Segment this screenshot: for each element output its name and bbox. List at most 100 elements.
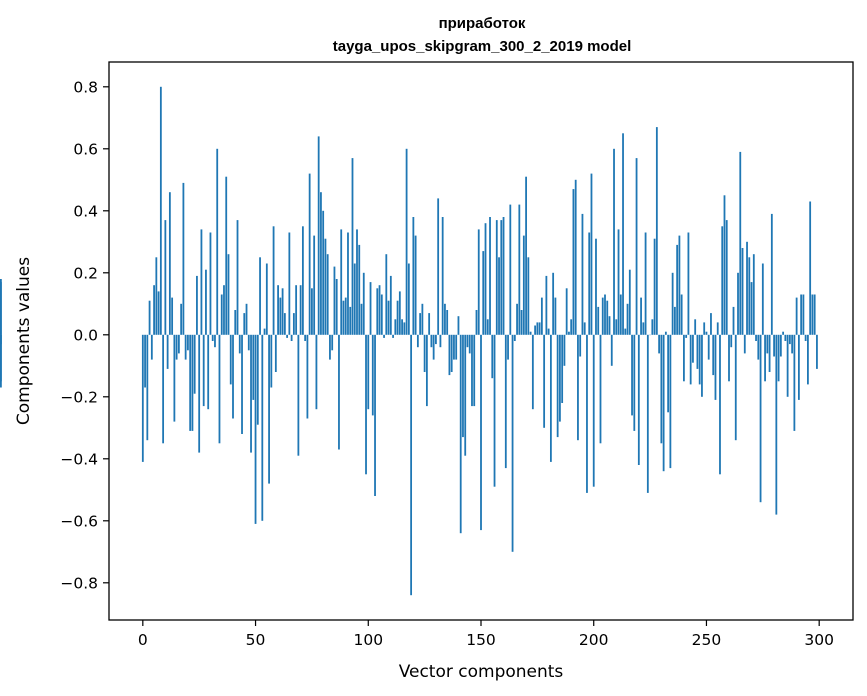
bar-179 bbox=[545, 275, 548, 335]
bar-8 bbox=[159, 86, 162, 335]
bar-292 bbox=[800, 294, 803, 335]
bar-65 bbox=[288, 232, 291, 335]
y-tick-label: 0.6 bbox=[73, 140, 98, 158]
bar-276 bbox=[764, 334, 766, 382]
bar-5 bbox=[153, 285, 155, 335]
bar-220 bbox=[637, 334, 640, 465]
x-tick-label: 150 bbox=[466, 631, 496, 649]
bar-237 bbox=[676, 244, 679, 335]
x-tick-label: 100 bbox=[353, 631, 383, 649]
bar-50 bbox=[254, 334, 257, 524]
bar-42 bbox=[236, 220, 239, 335]
bar-213 bbox=[622, 133, 624, 335]
bar-186 bbox=[561, 334, 564, 403]
bar-228 bbox=[655, 127, 658, 335]
bar-16 bbox=[177, 334, 180, 354]
bar-285 bbox=[784, 334, 787, 341]
bar-38 bbox=[227, 254, 230, 335]
bar-23 bbox=[193, 334, 196, 394]
bar-198 bbox=[588, 232, 591, 335]
bar-283 bbox=[779, 334, 782, 357]
bar-127 bbox=[428, 313, 431, 335]
bar-252 bbox=[710, 313, 712, 335]
bar-278 bbox=[768, 334, 771, 372]
bar-178 bbox=[543, 334, 546, 428]
bar-194 bbox=[579, 334, 582, 357]
bar-185 bbox=[559, 334, 561, 422]
bar-30 bbox=[209, 232, 212, 335]
y-tick-label: 0.2 bbox=[73, 264, 98, 282]
bar-40 bbox=[232, 334, 234, 419]
bar-195 bbox=[581, 213, 584, 335]
bar-183 bbox=[554, 297, 557, 335]
bar-202 bbox=[597, 306, 600, 335]
bar-227 bbox=[653, 238, 656, 335]
bar-295 bbox=[807, 334, 809, 385]
bar-28 bbox=[205, 269, 207, 335]
bar-288 bbox=[791, 334, 794, 354]
bar-86 bbox=[335, 279, 338, 335]
bar-211 bbox=[617, 229, 620, 335]
bar-22 bbox=[191, 334, 194, 431]
bar-46 bbox=[245, 303, 248, 335]
bar-117 bbox=[405, 148, 408, 335]
bar-222 bbox=[642, 322, 645, 335]
bar-36 bbox=[223, 285, 225, 335]
bar-96 bbox=[358, 244, 361, 335]
bar-151 bbox=[482, 251, 485, 335]
x-axis-ticks: 0 50 100 150 200 250 300 bbox=[138, 620, 834, 649]
bar-241 bbox=[685, 334, 688, 338]
bar-71 bbox=[301, 226, 304, 335]
bar-129 bbox=[432, 334, 435, 360]
bar-135 bbox=[446, 310, 449, 335]
bar-97 bbox=[360, 303, 363, 335]
bar-197 bbox=[586, 334, 588, 493]
bar-147 bbox=[473, 334, 476, 407]
bar-139 bbox=[455, 334, 458, 360]
bar-20 bbox=[187, 334, 189, 351]
bar-132 bbox=[439, 334, 442, 348]
bar-116 bbox=[403, 322, 406, 335]
bar-109 bbox=[387, 300, 390, 335]
bar-19 bbox=[184, 334, 187, 360]
bar-170 bbox=[525, 176, 527, 335]
bar-223 bbox=[644, 232, 647, 335]
bars-group bbox=[0, 86, 818, 596]
bar-31 bbox=[211, 334, 214, 341]
bar-153 bbox=[486, 319, 489, 335]
bar-192 bbox=[574, 179, 577, 335]
bar-209 bbox=[613, 148, 615, 335]
bar-204 bbox=[601, 297, 604, 335]
bar-54 bbox=[263, 328, 266, 335]
y-tick-label: −0.4 bbox=[60, 450, 98, 468]
bar-207 bbox=[608, 316, 611, 335]
bar-236 bbox=[673, 306, 676, 335]
bar-24 bbox=[196, 275, 198, 335]
bar-188 bbox=[565, 288, 568, 335]
bar-298 bbox=[813, 294, 816, 335]
chart-title: приработок bbox=[439, 15, 526, 32]
bar-214 bbox=[624, 328, 627, 335]
bar-156 bbox=[493, 334, 496, 487]
bar-284 bbox=[782, 331, 785, 335]
bar-100 bbox=[367, 334, 370, 410]
bar-267 bbox=[743, 334, 746, 354]
bar-45 bbox=[243, 313, 246, 335]
bar-130 bbox=[435, 334, 437, 345]
bar-49 bbox=[252, 334, 255, 400]
bar-89 bbox=[342, 300, 345, 335]
bar-229 bbox=[658, 334, 661, 354]
bar-216 bbox=[628, 269, 631, 335]
bar-77 bbox=[315, 334, 318, 410]
bar-206 bbox=[606, 300, 609, 335]
bar-257 bbox=[721, 226, 724, 335]
bar-157 bbox=[495, 220, 498, 335]
bar-1 bbox=[144, 334, 146, 388]
bar-76 bbox=[313, 235, 316, 335]
bar-39 bbox=[229, 334, 232, 385]
bar-203 bbox=[599, 334, 602, 444]
bar-94 bbox=[353, 263, 356, 335]
bar-58 bbox=[272, 226, 275, 335]
bar-12 bbox=[168, 192, 171, 335]
